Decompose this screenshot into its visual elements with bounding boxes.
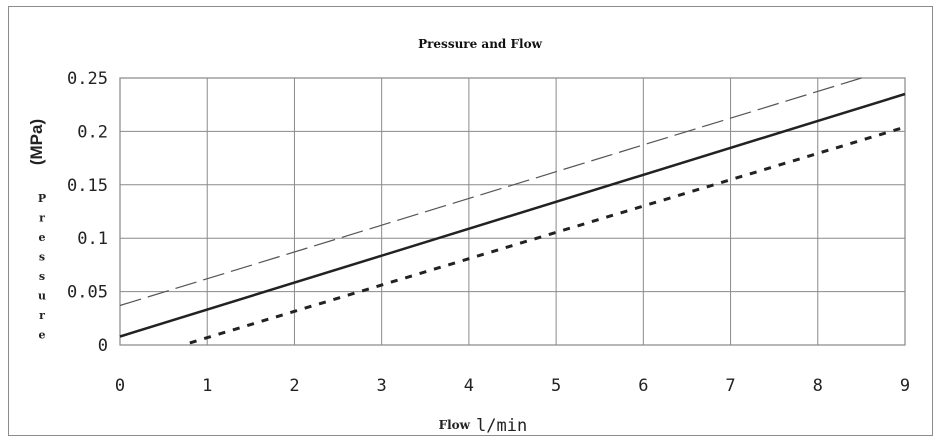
y-axis-word-char: r xyxy=(39,212,45,225)
x-tick-label: 6 xyxy=(638,376,648,396)
y-tick-label: 0 xyxy=(98,336,108,356)
x-tick-label: 1 xyxy=(202,376,212,396)
x-tick-label: 8 xyxy=(813,376,823,396)
y-axis-word-char: r xyxy=(39,309,45,322)
y-tick-label: 0.15 xyxy=(67,176,108,196)
series-lines xyxy=(119,77,906,345)
y-axis-word-char: u xyxy=(38,290,46,303)
x-tick-label: 5 xyxy=(551,376,561,396)
y-tick-labels: 0 0.05 0.1 0.15 0.2 0.25 xyxy=(67,69,108,356)
y-axis-word-char: e xyxy=(39,231,46,244)
y-axis-word-char: s xyxy=(39,251,45,264)
y-axis-word: Pressure xyxy=(38,192,46,342)
plot-area-border xyxy=(119,77,906,346)
y-tick-label: 0.1 xyxy=(77,229,108,249)
x-axis-unit: l/min xyxy=(476,416,527,436)
y-axis-word-char: e xyxy=(39,329,46,342)
y-axis-word-char: P xyxy=(38,192,46,205)
series-line-short-dash xyxy=(189,125,906,345)
y-axis-unit: (MPa) xyxy=(27,119,46,165)
grid xyxy=(119,77,906,346)
series-line-solid xyxy=(119,92,906,338)
x-axis-word: Flow xyxy=(439,418,471,432)
series-line-long-dash xyxy=(119,77,862,307)
x-tick-label: 4 xyxy=(464,376,474,396)
x-tick-label: 9 xyxy=(900,376,910,396)
x-tick-label: 0 xyxy=(115,376,125,396)
x-tick-label: 7 xyxy=(725,376,735,396)
chart-title: Pressure and Flow xyxy=(418,37,543,51)
x-tick-label: 3 xyxy=(377,376,387,396)
y-axis-word-char: s xyxy=(39,270,45,283)
x-tick-label: 2 xyxy=(289,376,299,396)
x-tick-labels: 0 1 2 3 4 5 6 7 8 9 xyxy=(115,376,910,396)
y-tick-label: 0.25 xyxy=(67,69,108,89)
y-tick-label: 0.2 xyxy=(77,122,108,142)
y-tick-label: 0.05 xyxy=(67,283,108,303)
